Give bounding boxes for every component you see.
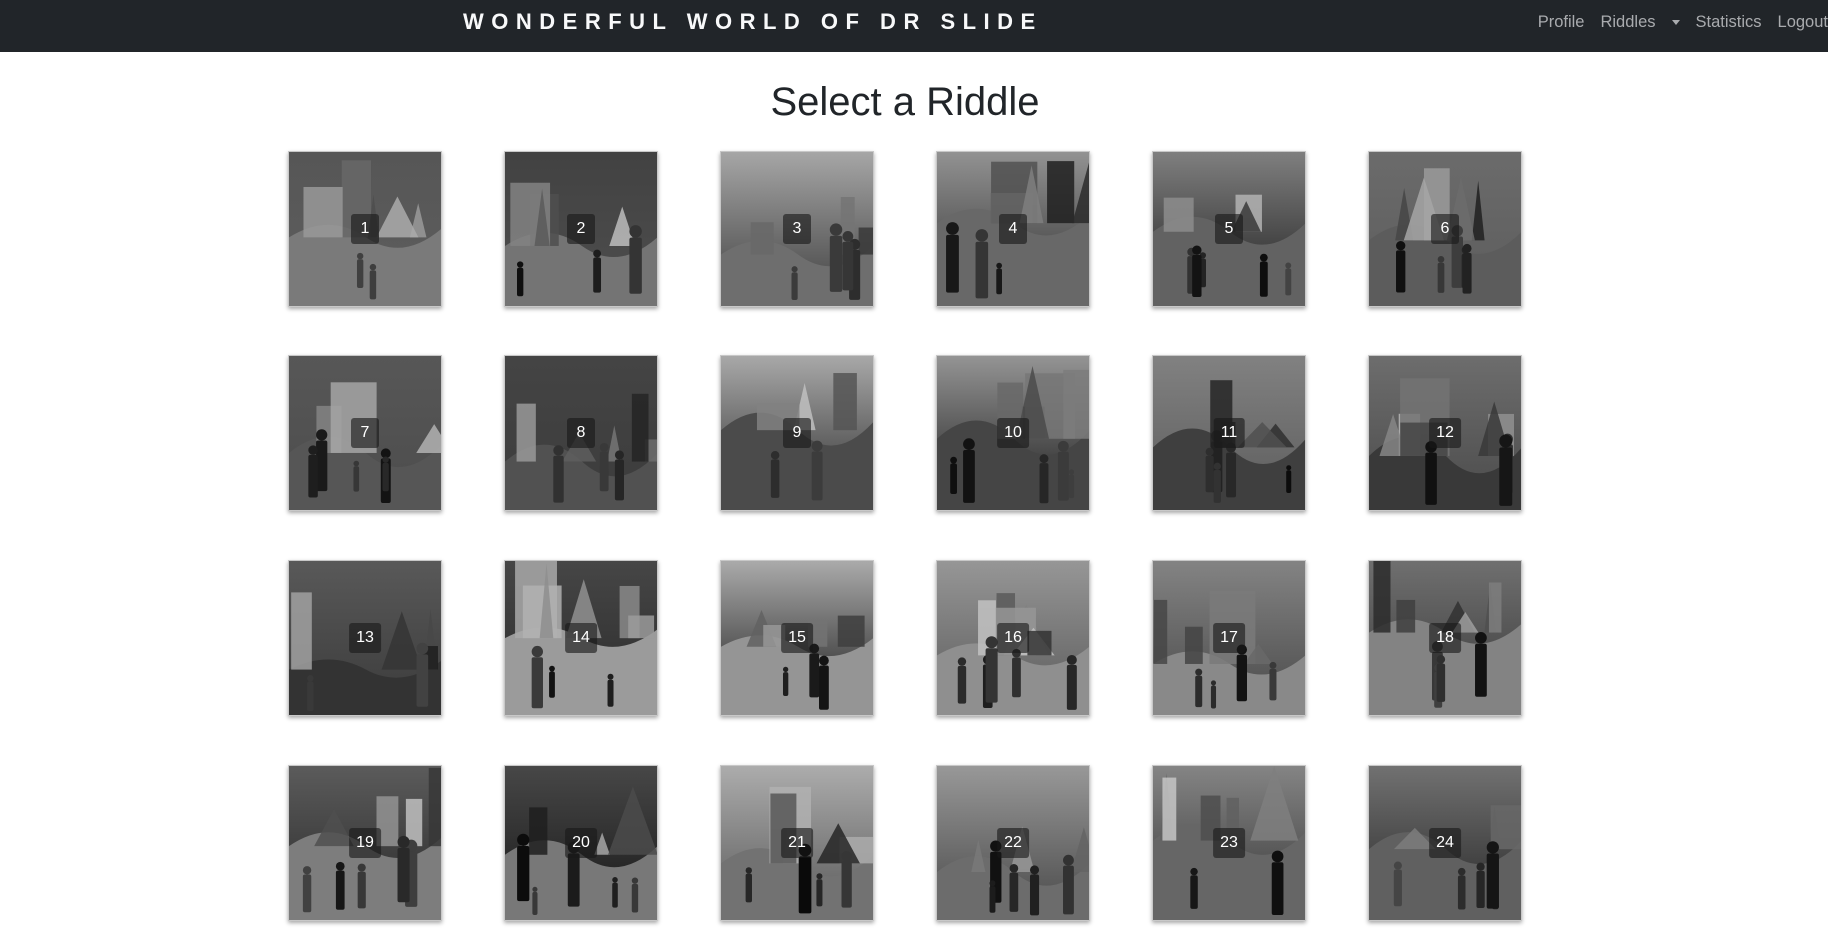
riddle-card[interactable]: 18 bbox=[1368, 560, 1522, 716]
riddle-card[interactable]: 20 bbox=[504, 765, 658, 921]
riddle-illustration bbox=[721, 356, 873, 510]
riddle-number-label: 7 bbox=[351, 418, 379, 448]
riddle-number-label: 9 bbox=[783, 418, 811, 448]
riddle-card[interactable]: 2 bbox=[504, 151, 658, 307]
riddle-card[interactable]: 6 bbox=[1368, 151, 1522, 307]
riddle-card[interactable]: 12 bbox=[1368, 355, 1522, 511]
riddle-card[interactable]: 19 bbox=[288, 765, 442, 921]
riddle-number-label: 6 bbox=[1431, 214, 1459, 244]
riddle-number-label: 18 bbox=[1429, 623, 1461, 653]
riddle-number-label: 11 bbox=[1213, 418, 1245, 448]
nav-links: Profile Riddles Statistics Logout bbox=[1538, 0, 1828, 44]
riddle-card[interactable]: 11 bbox=[1152, 355, 1306, 511]
riddles-dropdown-caret-icon[interactable] bbox=[1671, 19, 1680, 25]
riddle-number-label: 2 bbox=[567, 214, 595, 244]
riddle-illustration bbox=[721, 152, 873, 306]
riddle-number-label: 19 bbox=[349, 828, 381, 858]
riddle-card[interactable]: 8 bbox=[504, 355, 658, 511]
nav-profile-link[interactable]: Profile bbox=[1537, 13, 1585, 31]
riddle-card[interactable]: 23 bbox=[1152, 765, 1306, 921]
riddle-number-label: 22 bbox=[997, 828, 1029, 858]
riddle-number-label: 21 bbox=[781, 828, 813, 858]
riddle-card[interactable]: 22 bbox=[936, 765, 1090, 921]
riddle-number-label: 12 bbox=[1429, 418, 1461, 448]
riddle-number-label: 5 bbox=[1215, 214, 1243, 244]
riddle-number-label: 8 bbox=[567, 418, 595, 448]
riddle-card[interactable]: 13 bbox=[288, 560, 442, 716]
riddle-card[interactable]: 17 bbox=[1152, 560, 1306, 716]
riddle-illustration bbox=[937, 766, 1089, 920]
riddle-illustration bbox=[1369, 766, 1521, 920]
riddle-number-label: 14 bbox=[565, 623, 597, 653]
riddle-illustration bbox=[1153, 152, 1305, 306]
riddle-card[interactable]: 15 bbox=[720, 560, 874, 716]
riddle-card[interactable]: 10 bbox=[936, 355, 1090, 511]
riddle-card[interactable]: 7 bbox=[288, 355, 442, 511]
riddle-card[interactable]: 14 bbox=[504, 560, 658, 716]
nav-statistics-link[interactable]: Statistics bbox=[1695, 13, 1762, 31]
top-navbar: WONDERFUL WORLD OF DR SLIDE Profile Ridd… bbox=[0, 0, 1828, 52]
riddle-number-label: 23 bbox=[1213, 828, 1245, 858]
riddle-number-label: 24 bbox=[1429, 828, 1461, 858]
riddle-illustration bbox=[1369, 356, 1521, 510]
riddle-card[interactable]: 1 bbox=[288, 151, 442, 307]
riddle-card[interactable]: 9 bbox=[720, 355, 874, 511]
riddle-number-label: 3 bbox=[783, 214, 811, 244]
riddle-card[interactable]: 5 bbox=[1152, 151, 1306, 307]
riddle-number-label: 16 bbox=[997, 623, 1029, 653]
nav-logout-link[interactable]: Logout bbox=[1777, 13, 1828, 31]
riddle-illustration bbox=[721, 561, 873, 715]
riddle-card[interactable]: 4 bbox=[936, 151, 1090, 307]
riddle-number-label: 20 bbox=[565, 828, 597, 858]
riddle-number-label: 10 bbox=[997, 418, 1029, 448]
page-title: Select a Riddle bbox=[770, 80, 1040, 124]
riddle-illustration bbox=[1153, 766, 1305, 920]
riddle-number-label: 15 bbox=[781, 623, 813, 653]
riddle-number-label: 4 bbox=[999, 214, 1027, 244]
riddle-card[interactable]: 16 bbox=[936, 560, 1090, 716]
brand-title[interactable]: WONDERFUL WORLD OF DR SLIDE bbox=[463, 9, 1043, 34]
riddle-card[interactable]: 24 bbox=[1368, 765, 1522, 921]
riddle-card[interactable]: 3 bbox=[720, 151, 874, 307]
riddle-number-label: 17 bbox=[1213, 623, 1245, 653]
riddle-card[interactable]: 21 bbox=[720, 765, 874, 921]
riddle-illustration bbox=[505, 561, 657, 715]
nav-riddles-link[interactable]: Riddles bbox=[1600, 13, 1656, 31]
riddle-number-label: 1 bbox=[351, 214, 379, 244]
riddle-number-label: 13 bbox=[349, 623, 381, 653]
